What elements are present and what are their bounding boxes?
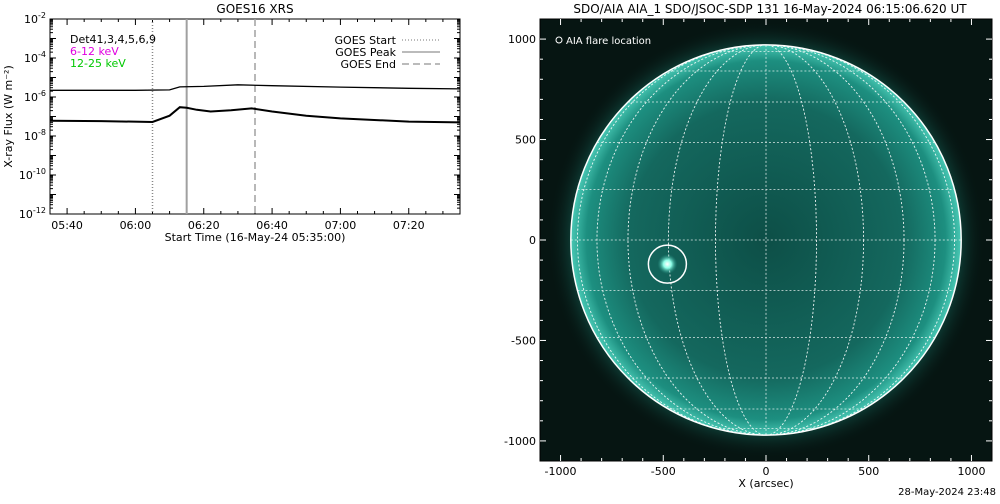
y-tick-label: 10-10 (19, 167, 46, 182)
y-tick-label: 1000 (508, 33, 536, 46)
solar-disk (570, 44, 962, 436)
x-axis-label: Start Time (16-May-24 05:35:00) (165, 231, 346, 244)
longitude-line (715, 44, 817, 436)
legend-label: GOES Start (335, 34, 397, 47)
generated-timestamp: 28-May-2024 23:48 (898, 487, 996, 498)
legend-label: GOES End (340, 58, 396, 71)
x-tick-label: 06:00 (120, 219, 152, 232)
x-tick-label: -500 (651, 465, 676, 478)
detectors-label: Det41,3,4,5,6,9 (70, 33, 156, 46)
x-tick-label: 1000 (957, 465, 985, 478)
x-tick-label: 500 (858, 465, 879, 478)
y-tick-label: 10-8 (24, 128, 46, 143)
x-tick-label: 05:40 (51, 219, 83, 232)
heliographic-grid (570, 44, 962, 436)
flux-series-long (50, 84, 461, 91)
aia-image-panel: SDO/AIA AIA_1 SDO/JSOC-SDP 131 16-May-20… (500, 0, 1000, 500)
goes-xrs-chart: GOES16 XRS 05:40 06:00 06:20 06:40 07:00 07:20… (2, 2, 461, 244)
y-tick-label: 500 (515, 134, 536, 147)
limb-circle (570, 44, 962, 436)
y-tick-label: -500 (511, 334, 536, 347)
y-tick-label: 0 (529, 234, 536, 247)
x-tick-label: 07:00 (325, 219, 357, 232)
flux-series-short (49, 106, 461, 124)
y-tick-label: 10-4 (24, 50, 46, 65)
goes-xrs-panel: GOES16 XRS 05:40 06:00 06:20 06:40 07:00 07:20… (0, 0, 470, 250)
longitude-line (627, 44, 905, 436)
image-title: SDO/AIA AIA_1 SDO/JSOC-SDP 131 16-May-20… (573, 2, 967, 16)
y-tick-label: 10-12 (19, 206, 46, 221)
aia-solar-image: SDO/AIA AIA_1 SDO/JSOC-SDP 131 16-May-20… (504, 2, 993, 490)
y-tick-label: 10-2 (24, 11, 46, 26)
longitude-line (596, 44, 936, 436)
flare-brightening (657, 254, 678, 275)
x-tick-label: 07:20 (393, 219, 425, 232)
x-tick-label: 0 (763, 465, 770, 478)
x-tick-label: 06:40 (256, 219, 288, 232)
band-low-label: 6-12 keV (70, 45, 119, 58)
chart-title: GOES16 XRS (216, 2, 293, 16)
y-tick-label: 10-6 (24, 89, 46, 104)
x-tick-label: 06:20 (188, 219, 220, 232)
y-axis-label: X-ray Flux (W m⁻²) (2, 65, 15, 167)
legend-label: GOES Peak (335, 46, 396, 59)
x-tick-label: -1000 (545, 465, 577, 478)
longitude-line (668, 44, 864, 436)
legend-marker (555, 36, 563, 44)
y-tick-label: -1000 (504, 435, 536, 448)
flare-location-marker (647, 244, 688, 284)
longitude-line (577, 44, 955, 436)
x-axis-label: X (arcsec) (738, 477, 793, 490)
legend-label: AIA flare location (566, 36, 651, 47)
band-high-label: 12-25 keV (70, 57, 126, 70)
